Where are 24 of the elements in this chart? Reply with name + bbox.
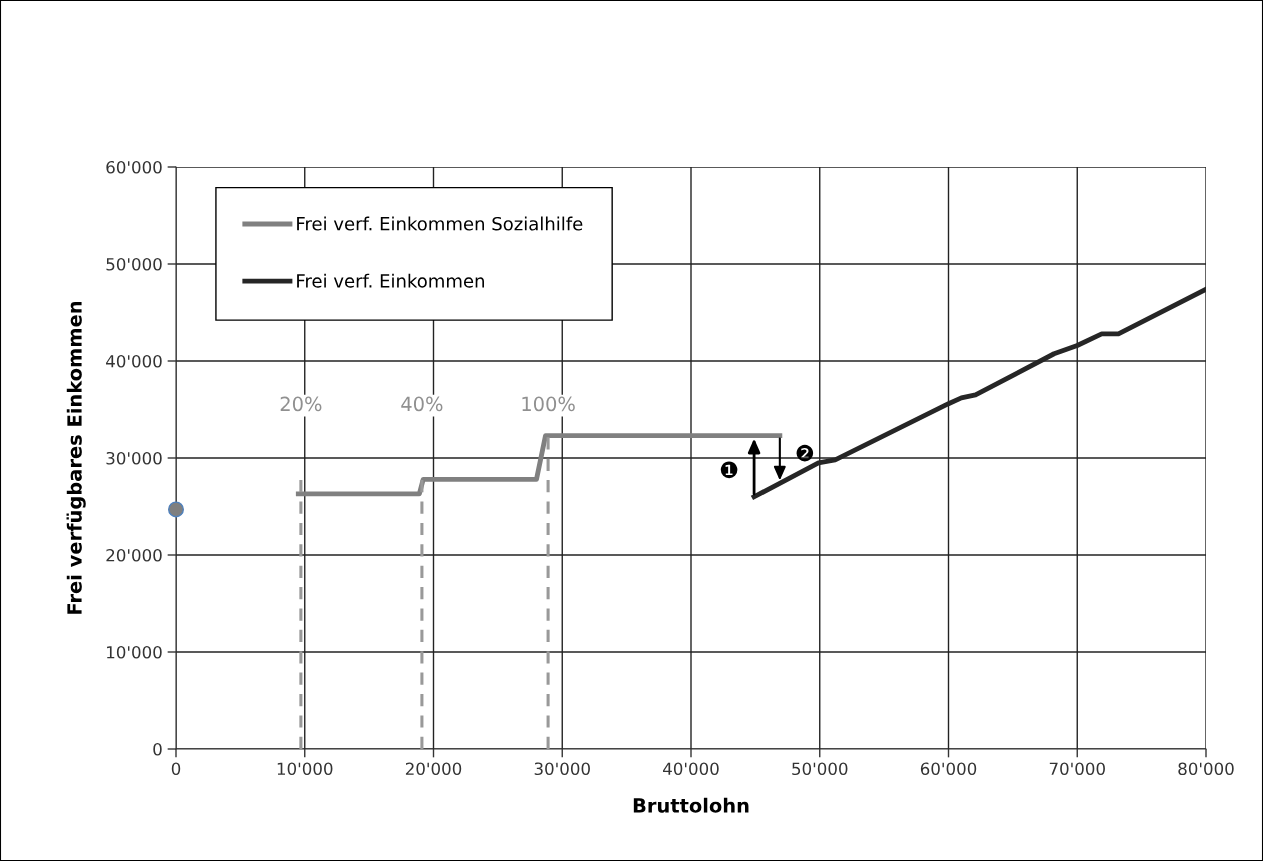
y-tick-label: 50'000 [106, 257, 162, 271]
x-axis-title: Bruttolohn [633, 797, 749, 813]
x-tick-label: 80'000 [1178, 762, 1234, 776]
annotation: 40% [401, 396, 443, 412]
legend-label: Frei verf. Einkommen Sozialhilfe [297, 216, 583, 231]
x-tick-label: 30'000 [534, 762, 590, 776]
x-tick-label: 70'000 [1049, 762, 1105, 776]
annotation: ❶ [720, 461, 738, 479]
y-tick-label: 20'000 [106, 548, 162, 562]
y-tick-label: 60'000 [106, 160, 162, 174]
x-tick-label: 10'000 [277, 762, 333, 776]
y-tick-label: 10'000 [107, 645, 162, 659]
x-tick-label: 20'000 [405, 762, 462, 776]
x-tick-label: 40'000 [663, 762, 719, 776]
annotation: 20% [280, 396, 322, 412]
x-tick-label: 60'000 [920, 762, 977, 776]
y-tick-label: 40'000 [106, 354, 162, 368]
y-tick-label: 30'000 [106, 451, 162, 465]
x-tick-label: 50'000 [792, 762, 848, 776]
y-axis-title: Frei verfügbares Einkommen [66, 301, 86, 614]
legend-label: Frei verf. Einkommen [297, 273, 484, 288]
x-tick-label: 0 [171, 762, 181, 776]
annotation: 100% [522, 396, 575, 412]
y-tick-label: 0 [153, 742, 162, 756]
